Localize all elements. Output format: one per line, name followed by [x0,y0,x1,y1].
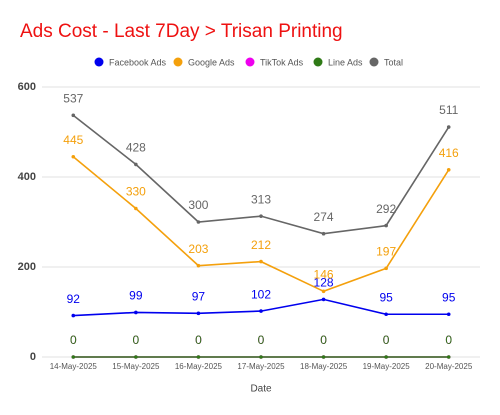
value-label: 274 [314,210,334,224]
y-tick-label: 600 [18,81,36,93]
legend-marker [173,57,183,67]
value-label: 203 [188,242,208,256]
value-label: 95 [379,290,393,304]
value-label: 0 [320,333,327,347]
value-label: 0 [445,333,452,347]
x-axis-label: Date [250,384,272,395]
point [196,220,201,224]
point [384,223,388,228]
value-label: 0 [320,333,327,347]
point [321,231,326,236]
point [384,312,388,317]
point [259,214,263,218]
legend-label: TikTok Ads [260,57,304,67]
y-tick-label: 400 [18,171,36,183]
value-label: 416 [439,146,459,160]
value-label: 511 [439,103,458,117]
point [134,162,138,167]
value-label: 313 [251,192,271,206]
point [196,263,201,268]
value-label: 0 [133,333,140,347]
point [259,355,263,359]
legend-label: Facebook Ads [109,57,167,67]
value-label: 0 [258,333,265,347]
point [446,312,451,317]
point [134,206,138,211]
x-tick-label: 14-May-2025 [50,362,98,371]
value-label: 0 [70,333,77,347]
point [71,113,76,118]
x-tick-label: 19-May-2025 [363,362,411,371]
value-label: 0 [445,333,452,347]
point [71,313,76,318]
value-label: 197 [376,245,396,259]
value-label: 99 [129,289,143,303]
legend-label: Line Ads [328,57,363,67]
value-label: 92 [67,292,81,306]
point [196,355,201,359]
value-label: 97 [192,290,206,304]
legend-marker [313,57,323,67]
value-label: 0 [195,333,202,347]
point [321,289,326,294]
x-tick-label: 17-May-2025 [237,362,285,371]
value-label: 0 [383,333,390,347]
value-label: 212 [251,238,271,252]
point [71,154,76,159]
point [384,355,388,359]
chart-title: Ads Cost - Last 7Day > Trisan Printing [20,21,343,42]
point [134,355,138,359]
value-label: 292 [376,202,396,216]
value-label: 445 [63,133,83,147]
value-label: 0 [258,333,265,347]
value-label: 0 [195,333,202,347]
x-tick-label: 16-May-2025 [175,362,223,371]
y-tick-label: 200 [18,261,36,273]
value-label: 428 [126,141,146,155]
value-label: 102 [251,287,271,301]
point [196,311,201,316]
y-tick-label: 0 [30,351,36,363]
legend-marker [369,57,379,67]
value-label: 128 [314,276,334,290]
legend-marker [94,57,104,67]
legend-marker [245,57,255,67]
point [384,266,388,271]
x-tick-label: 15-May-2025 [112,362,160,371]
value-label: 0 [133,333,140,347]
legend-label: Google Ads [188,57,235,67]
x-tick-label: 20-May-2025 [425,362,473,371]
point [446,168,451,172]
point [446,355,451,359]
point [71,355,76,359]
point [134,310,138,315]
value-label: 0 [383,333,390,347]
value-label: 537 [63,92,83,106]
value-label: 300 [188,198,208,212]
value-label: 95 [442,290,456,304]
x-tick-label: 18-May-2025 [300,362,348,371]
point [446,125,451,129]
value-label: 330 [126,185,146,199]
point [259,259,263,264]
point [321,297,326,302]
point [321,355,326,359]
point [259,309,263,313]
legend-label: Total [384,57,403,67]
value-label: 146 [314,267,334,281]
value-label: 0 [70,333,77,347]
